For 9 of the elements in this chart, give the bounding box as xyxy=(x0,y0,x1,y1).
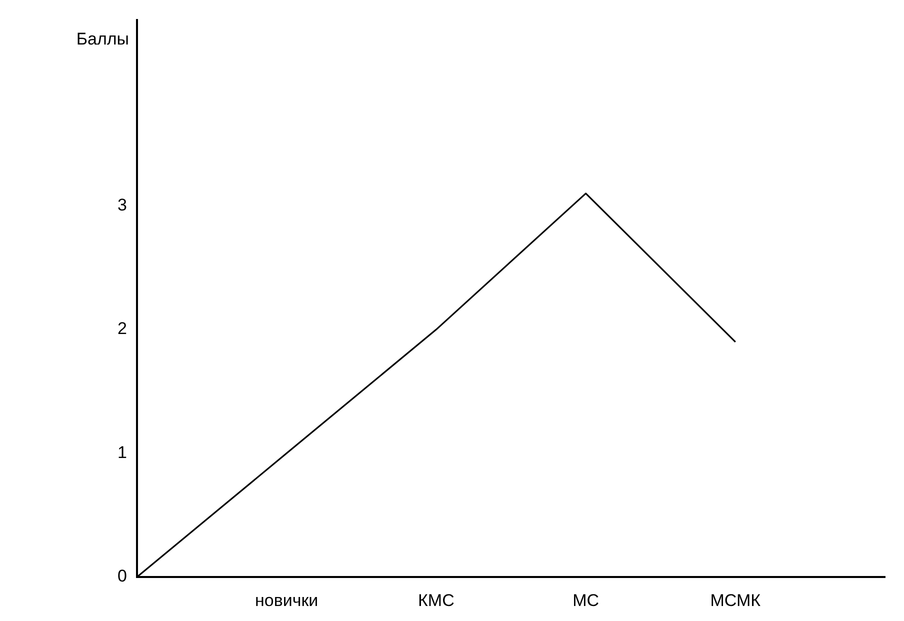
x-tick-label: КМС xyxy=(418,590,454,610)
x-tick-label: МСМК xyxy=(710,590,761,610)
x-tick-label: МС xyxy=(572,590,600,610)
y-tick-label: 3 xyxy=(118,195,127,214)
y-tick-label: 2 xyxy=(118,319,127,338)
x-tick-label: новички xyxy=(255,590,318,610)
y-tick-label: 0 xyxy=(118,566,127,586)
y-tick-label: 1 xyxy=(118,442,127,462)
y-axis-title: Баллы xyxy=(76,30,129,49)
